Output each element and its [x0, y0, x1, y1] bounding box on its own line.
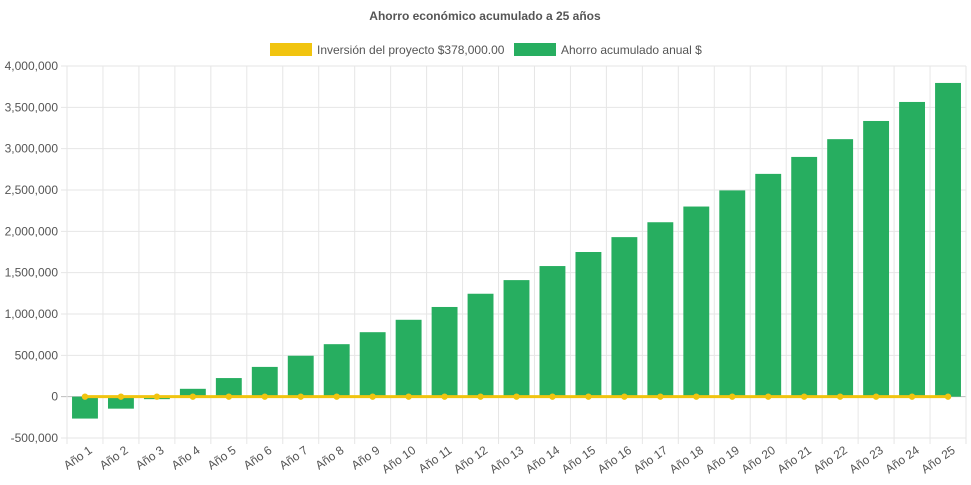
line-point[interactable]: [657, 393, 664, 400]
bar[interactable]: [107, 396, 134, 409]
line-point[interactable]: [836, 393, 844, 400]
line-point[interactable]: [477, 393, 484, 400]
chart-title: Ahorro económico acumulado a 25 años: [369, 9, 601, 23]
y-tick-label: 4,000,000: [5, 59, 59, 73]
x-tick-label: Año 10: [379, 443, 418, 476]
line-point[interactable]: [621, 393, 628, 400]
line-point[interactable]: [297, 393, 304, 400]
line-point[interactable]: [944, 393, 952, 400]
x-tick-label: Año 17: [631, 443, 670, 476]
bar[interactable]: [755, 173, 782, 397]
legend-swatch-ahorro[interactable]: [514, 43, 556, 56]
line-point[interactable]: [225, 393, 233, 400]
line-point[interactable]: [369, 393, 376, 400]
legend: Inversión del proyecto $378,000.00 Ahorr…: [270, 43, 702, 57]
bar[interactable]: [719, 190, 746, 397]
line-point[interactable]: [549, 393, 556, 400]
y-tick-label: 3,000,000: [5, 142, 59, 156]
bar[interactable]: [503, 280, 530, 397]
y-tick-label: 1,500,000: [5, 266, 59, 280]
bar[interactable]: [575, 252, 602, 397]
y-axis: 4,000,000 3,500,000 3,000,000 2,500,000 2,00…: [5, 59, 59, 445]
line-point[interactable]: [800, 393, 808, 400]
x-tick-label: Año 7: [277, 443, 311, 473]
bar[interactable]: [72, 396, 98, 419]
bar[interactable]: [827, 139, 854, 397]
x-tick-label: Año 15: [559, 443, 598, 476]
bar[interactable]: [683, 206, 710, 397]
bar[interactable]: [359, 332, 386, 397]
x-tick-label: Año 3: [133, 443, 167, 473]
bars: [72, 82, 961, 419]
line-point[interactable]: [333, 393, 340, 400]
x-tick-label: Año 4: [169, 443, 203, 473]
x-tick-label: Año 23: [847, 443, 886, 476]
x-tick-label: Año 14: [523, 443, 562, 476]
x-tick-label: Año 5: [205, 443, 239, 473]
y-tick-label: 3,500,000: [5, 100, 59, 114]
x-tick-label: Año 21: [775, 443, 814, 476]
bar[interactable]: [287, 355, 314, 397]
x-tick-label: Año 11: [416, 443, 455, 476]
bar[interactable]: [539, 266, 566, 397]
x-tick-label: Año 19: [703, 443, 742, 476]
legend-label-ahorro[interactable]: Ahorro acumulado anual $: [561, 43, 702, 57]
y-tick-label: 2,500,000: [5, 183, 59, 197]
line-point[interactable]: [765, 393, 772, 400]
grid: [61, 65, 967, 444]
x-tick-label: Año 18: [667, 443, 706, 476]
x-tick-label: Año 16: [595, 443, 634, 476]
bar[interactable]: [215, 378, 242, 397]
bar[interactable]: [323, 344, 350, 397]
y-tick-label: -500,000: [11, 431, 59, 445]
line-point[interactable]: [81, 393, 89, 400]
line-point[interactable]: [693, 393, 700, 400]
line-series: [81, 393, 952, 400]
line-point[interactable]: [117, 393, 125, 400]
bar[interactable]: [791, 156, 818, 397]
bar[interactable]: [467, 293, 494, 397]
y-tick-label: 500,000: [15, 348, 59, 362]
y-tick-label: 0: [51, 390, 58, 404]
x-tick-label: Año 25: [919, 443, 958, 476]
bar[interactable]: [935, 82, 961, 397]
bar[interactable]: [395, 319, 422, 397]
line-point[interactable]: [908, 393, 916, 400]
line-point[interactable]: [513, 393, 520, 400]
bar[interactable]: [179, 388, 206, 397]
line-point[interactable]: [585, 393, 592, 400]
bar[interactable]: [611, 237, 638, 397]
line-point[interactable]: [189, 393, 197, 400]
line-point[interactable]: [405, 393, 412, 400]
x-tick-label: Año 9: [349, 443, 383, 473]
bar[interactable]: [899, 101, 926, 397]
line-point[interactable]: [261, 393, 268, 400]
legend-label-inversion[interactable]: Inversión del proyecto $378,000.00: [317, 43, 505, 57]
bar[interactable]: [431, 306, 458, 397]
bar[interactable]: [863, 120, 890, 397]
x-tick-label: Año 1: [61, 443, 95, 473]
line-point[interactable]: [153, 393, 161, 400]
x-tick-label: Año 24: [883, 443, 922, 476]
bar[interactable]: [647, 222, 674, 397]
line-point[interactable]: [872, 393, 880, 400]
x-tick-label: Año 13: [487, 443, 526, 476]
x-tick-label: Año 6: [241, 443, 275, 473]
y-tick-label: 2,000,000: [5, 224, 59, 238]
y-tick-label: 1,000,000: [5, 307, 59, 321]
x-tick-label: Año 12: [451, 443, 490, 476]
x-tick-label: Año 8: [313, 443, 347, 473]
x-axis: Año 1 Año 2 Año 3 Año 4 Año 5 Año 6 Año 7 Año 8…: [61, 443, 958, 476]
x-tick-label: Año 20: [739, 443, 778, 476]
line-point[interactable]: [441, 393, 448, 400]
bar[interactable]: [251, 366, 278, 397]
x-tick-label: Año 2: [97, 443, 131, 473]
legend-swatch-inversion[interactable]: [270, 43, 312, 56]
x-tick-label: Año 22: [811, 443, 850, 476]
line-point[interactable]: [729, 393, 736, 400]
